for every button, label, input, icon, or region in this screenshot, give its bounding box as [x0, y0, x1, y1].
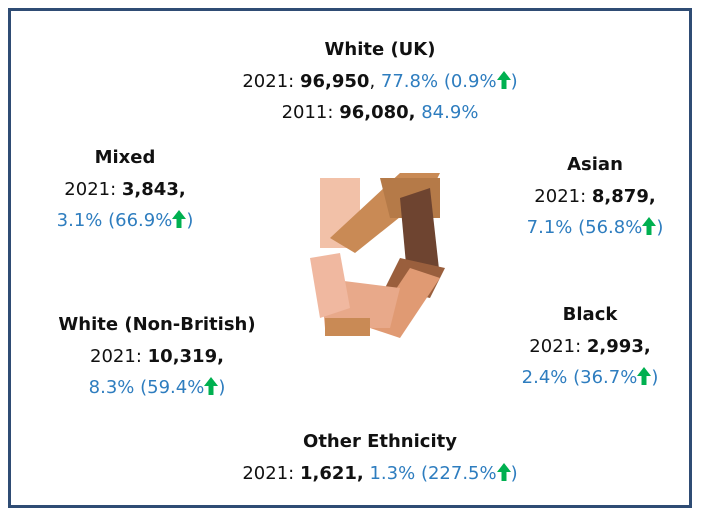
- year: 2021:: [534, 186, 587, 207]
- stat-line: 2021: 1,621, 1.3% (227.5%): [230, 458, 530, 489]
- close-paren: ): [510, 463, 518, 484]
- stat-line: 3.1% (66.9%): [0, 205, 275, 236]
- year: 2021:: [242, 463, 295, 484]
- group-name: Black: [562, 304, 618, 325]
- group: Black 2021: 2,993, 2.4% (36.7%): [440, 299, 703, 393]
- change: (56.8%: [578, 217, 643, 238]
- share: 1.3%: [369, 463, 416, 484]
- share: 77.8%: [380, 71, 439, 92]
- year: 2021:: [64, 179, 117, 200]
- count: 8,879,: [591, 186, 656, 207]
- year: 2021:: [242, 71, 295, 92]
- year: 2021:: [529, 336, 582, 357]
- year: 2021:: [90, 346, 142, 367]
- up-arrow: [637, 367, 652, 385]
- count: 10,319,: [147, 346, 224, 367]
- separator: ,: [369, 71, 376, 92]
- group: White (UK) 2021: 96,950, 77.8% (0.9%) 2011…: [230, 34, 530, 128]
- stat-line: 7.1% (56.8%): [445, 212, 703, 243]
- change: (227.5%: [420, 463, 497, 484]
- up-arrow: [496, 71, 511, 89]
- count: 1,621,: [299, 463, 364, 484]
- close-paren: ): [656, 217, 664, 238]
- stat-line: 2021: 3,843,: [0, 174, 275, 205]
- count: 96,950: [299, 71, 370, 92]
- share: 3.1%: [56, 210, 103, 231]
- count: 96,080,: [339, 102, 416, 123]
- stat-line: 2021: 10,319,: [7, 341, 307, 372]
- group-name: White (Non-British): [58, 314, 256, 335]
- close-paren: ): [218, 377, 226, 398]
- share: 84.9%: [421, 102, 479, 123]
- group-name: Mixed: [94, 147, 156, 168]
- group: Mixed 2021: 3,843, 3.1% (66.9%): [0, 142, 275, 236]
- close-paren: ): [510, 71, 518, 92]
- close-paren: ): [186, 210, 194, 231]
- up-arrow: [172, 210, 187, 228]
- stat-line: 2.4% (36.7%): [440, 362, 703, 393]
- stat-line: 2021: 8,879,: [445, 181, 703, 212]
- change: (66.9%: [108, 210, 173, 231]
- share: 2.4%: [521, 367, 568, 388]
- change: (36.7%: [573, 367, 638, 388]
- close-paren: ): [651, 367, 659, 388]
- group: White (Non-British) 2021: 10,319, 8.3% (59…: [7, 309, 307, 403]
- stat-line: 2011: 96,080, 84.9%: [230, 97, 530, 128]
- change: (59.4%: [140, 377, 205, 398]
- share: 8.3%: [88, 377, 135, 398]
- up-arrow: [204, 377, 219, 395]
- share: 7.1%: [526, 217, 573, 238]
- stat-line: 2021: 96,950, 77.8% (0.9%): [230, 66, 530, 97]
- group: Asian 2021: 8,879, 7.1% (56.8%): [445, 149, 703, 243]
- up-arrow: [496, 463, 511, 481]
- group-name: Asian: [567, 154, 623, 175]
- stat-line: 2021: 2,993,: [440, 331, 703, 362]
- count: 2,993,: [586, 336, 651, 357]
- count: 3,843,: [121, 179, 186, 200]
- group-name: Other Ethnicity: [303, 431, 457, 452]
- group-name: White (UK): [324, 39, 436, 60]
- stat-line: 8.3% (59.4%): [7, 372, 307, 403]
- group: Other Ethnicity 2021: 1,621, 1.3% (227.5%…: [230, 426, 530, 489]
- year: 2011:: [281, 102, 334, 123]
- up-arrow: [642, 217, 657, 235]
- change: (0.9%: [443, 71, 497, 92]
